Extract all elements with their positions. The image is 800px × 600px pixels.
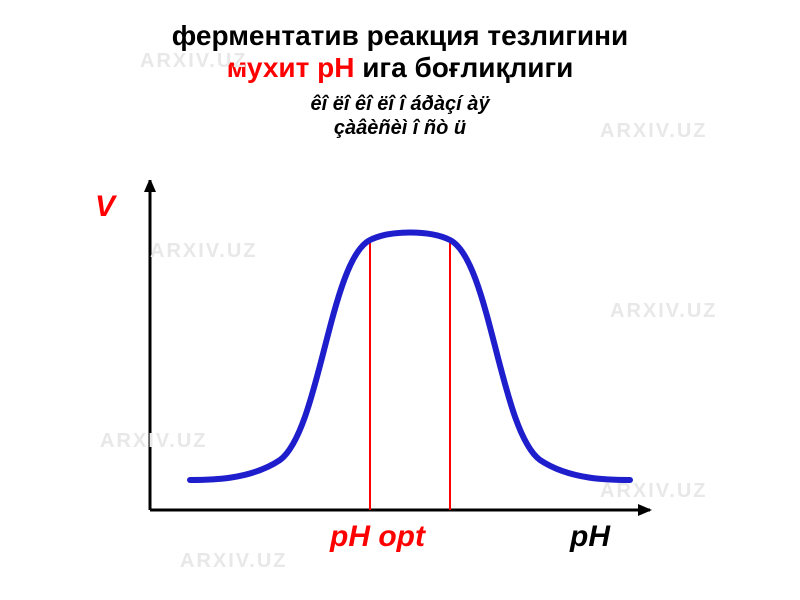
chart-subtitle: êî ëî êî ëî î áðàçí àÿ çàâèñèì î ñò ü <box>0 92 800 140</box>
opt-lines-group <box>370 238 450 510</box>
title-line-1: ферментатив реакция тезлигини <box>0 20 800 52</box>
y-axis-label: V <box>95 190 115 224</box>
title-black-part: ига боғлиқлиги <box>354 52 573 83</box>
bell-curve <box>190 233 630 481</box>
x-axis-opt-label: pH opt <box>330 520 425 554</box>
chart-svg <box>130 180 670 540</box>
title-red-part: мухит рН <box>227 52 355 83</box>
chart-area: V pH opt pH <box>130 180 670 540</box>
subtitle-line-1: êî ëî êî ëî î áðàçí àÿ <box>0 92 800 116</box>
watermark-text: ARXIV.UZ <box>180 550 288 573</box>
chart-title: ферментатив реакция тезлигини мухит рН и… <box>0 0 800 84</box>
subtitle-line-2: çàâèñèì î ñò ü <box>0 116 800 140</box>
title-line-2: мухит рН ига боғлиқлиги <box>0 52 800 84</box>
x-axis-end-label: pH <box>570 520 610 554</box>
